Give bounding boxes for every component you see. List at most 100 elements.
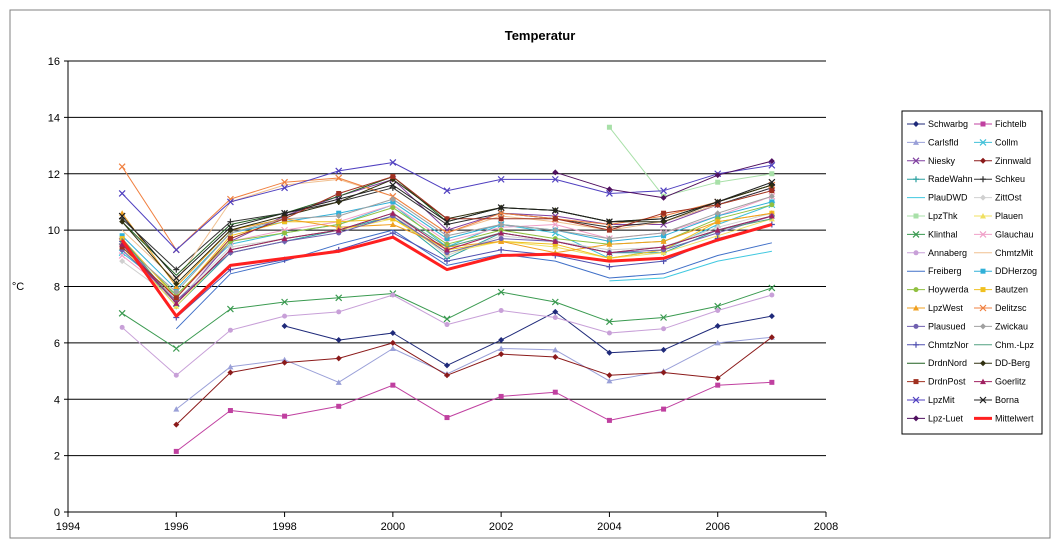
data-point bbox=[227, 198, 234, 206]
data-point bbox=[335, 227, 342, 233]
data-point bbox=[227, 223, 234, 231]
legend-item: Chm.-Lpz bbox=[974, 340, 1035, 350]
legend-label: Plauen bbox=[995, 211, 1023, 221]
data-point bbox=[336, 309, 342, 315]
series-klinthal bbox=[118, 284, 776, 352]
data-point bbox=[715, 382, 721, 388]
data-point bbox=[660, 346, 667, 353]
data-point bbox=[227, 236, 233, 242]
data-point bbox=[443, 315, 451, 323]
data-point bbox=[335, 337, 342, 344]
data-point bbox=[172, 246, 180, 254]
legend-label: ChmtzNor bbox=[928, 340, 969, 350]
legend: Schwarbg Fichtelb Carlsfld Collm Niesky Zinnw… bbox=[907, 119, 1037, 423]
data-point bbox=[336, 403, 342, 409]
data-point bbox=[715, 307, 721, 313]
series-zinnwald bbox=[173, 334, 775, 428]
data-point bbox=[281, 209, 288, 217]
data-point bbox=[714, 218, 721, 225]
data-point bbox=[769, 188, 775, 194]
legend-label: Carlsfld bbox=[928, 137, 959, 147]
data-point bbox=[444, 232, 450, 239]
data-point bbox=[173, 406, 180, 412]
data-point bbox=[661, 210, 667, 216]
y-tick-label: 4 bbox=[54, 394, 60, 406]
data-point bbox=[912, 230, 920, 238]
series-freiberg bbox=[175, 229, 773, 330]
data-point bbox=[118, 190, 126, 197]
y-axis-label: °C bbox=[12, 281, 24, 293]
data-point bbox=[979, 396, 987, 404]
axes: 0 2 4 6 8 10 12 14 16 1994 1996 1998 2000 2002 2004 200… bbox=[48, 56, 838, 533]
data-point bbox=[714, 339, 721, 346]
data-point bbox=[119, 241, 126, 247]
legend-item: Fichtelb bbox=[974, 119, 1027, 129]
legend-item: Borna bbox=[974, 395, 1019, 405]
data-point bbox=[281, 322, 288, 329]
legend-item: ChmtzNor bbox=[907, 340, 969, 350]
data-point bbox=[444, 415, 450, 421]
data-point bbox=[444, 362, 450, 369]
legend-label: Hoywerda bbox=[928, 285, 969, 295]
legend-label: Collm bbox=[995, 137, 1018, 147]
legend-label: Bautzen bbox=[995, 285, 1028, 295]
data-point bbox=[172, 345, 180, 352]
y-tick-label: 10 bbox=[48, 225, 60, 237]
data-point bbox=[913, 341, 919, 348]
data-point bbox=[714, 227, 721, 233]
legend-item: LpzWest bbox=[907, 303, 963, 313]
data-point bbox=[498, 307, 504, 313]
legend-item: Collm bbox=[974, 137, 1018, 147]
data-point bbox=[980, 213, 986, 219]
data-point bbox=[227, 266, 234, 273]
data-point bbox=[660, 238, 667, 244]
series-annaberg bbox=[119, 292, 775, 378]
legend-label: DrdnPost bbox=[928, 377, 966, 387]
legend-item: Niesky bbox=[907, 156, 956, 166]
data-point bbox=[606, 235, 613, 242]
legend-label: Niesky bbox=[928, 156, 956, 166]
data-point bbox=[606, 249, 613, 256]
series-line bbox=[175, 336, 773, 425]
series-goerlitz bbox=[119, 210, 775, 306]
legend-label: DrdnNord bbox=[928, 358, 967, 368]
data-point bbox=[768, 193, 775, 200]
data-point bbox=[660, 369, 667, 376]
legend-label: Plausued bbox=[928, 321, 966, 331]
data-point bbox=[389, 196, 396, 203]
data-point bbox=[714, 322, 721, 329]
data-point bbox=[714, 198, 722, 206]
legend-label: LpzMit bbox=[928, 395, 955, 405]
data-point bbox=[660, 244, 667, 250]
data-point bbox=[497, 288, 505, 296]
data-point bbox=[661, 326, 667, 332]
legend-item: ZittOst bbox=[974, 193, 1022, 203]
data-point bbox=[769, 379, 775, 385]
data-point bbox=[913, 139, 919, 145]
data-point bbox=[714, 210, 721, 217]
data-point bbox=[714, 172, 721, 179]
legend-item: Plausued bbox=[907, 321, 966, 331]
data-point bbox=[282, 313, 288, 319]
data-point bbox=[979, 138, 987, 146]
data-point bbox=[443, 218, 451, 226]
data-point bbox=[389, 339, 396, 346]
data-point bbox=[661, 406, 667, 412]
data-point bbox=[118, 163, 126, 171]
data-point bbox=[551, 175, 559, 183]
legend-label: ChmtzMit bbox=[995, 248, 1033, 258]
data-point bbox=[227, 305, 234, 313]
data-point bbox=[715, 202, 721, 208]
data-point bbox=[606, 263, 613, 270]
x-tick-label: 2004 bbox=[597, 521, 621, 533]
data-point bbox=[980, 157, 986, 164]
series-line bbox=[175, 336, 772, 410]
data-point bbox=[444, 246, 450, 253]
data-point bbox=[389, 181, 397, 189]
data-point bbox=[606, 349, 613, 356]
x-tick-label: 1996 bbox=[164, 521, 188, 533]
legend-item: Annaberg bbox=[907, 248, 967, 258]
y-tick-label: 16 bbox=[48, 56, 60, 68]
